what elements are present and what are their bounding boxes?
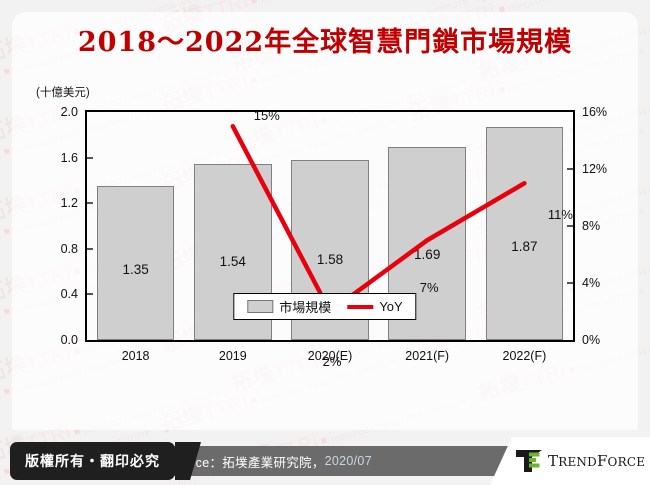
y-axis-right-tick: 4% bbox=[582, 276, 601, 290]
logo-rend: REND bbox=[558, 455, 597, 469]
y-axis-right-tick: 0% bbox=[582, 333, 601, 347]
y-axis-right-tickmark bbox=[567, 282, 573, 284]
legend-label-line: YoY bbox=[379, 299, 403, 314]
bar-2018[interactable]: 1.35 bbox=[96, 186, 175, 340]
bar-value-label: 1.87 bbox=[511, 238, 538, 254]
trendforce-logo: TRENDFORCE bbox=[490, 437, 650, 485]
y-axis-left-tickmark bbox=[87, 202, 93, 205]
logo-t: T bbox=[548, 452, 559, 470]
logo-f: F bbox=[596, 452, 608, 470]
chart-legend: 市場規模 YoY bbox=[233, 293, 417, 320]
x-axis-tick-2019: 2019 bbox=[218, 349, 247, 363]
footer-source: Source：拓墣產業研究院， 2020/07 bbox=[0, 446, 650, 476]
yoy-label-2021(F): 7% bbox=[419, 280, 439, 296]
y-axis-left-tickmark bbox=[87, 247, 93, 250]
y-axis-unit-label: (十億美元) bbox=[36, 87, 90, 99]
y-axis-left-tick: 1.6 bbox=[60, 150, 78, 165]
bar-value-label: 1.58 bbox=[316, 251, 344, 267]
footer-source-date: 2020/07 bbox=[324, 454, 372, 468]
x-axis-tick-2021(F): 2021(F) bbox=[405, 349, 450, 363]
yoy-label-2022(F): 11% bbox=[547, 207, 573, 223]
trendforce-mark-icon bbox=[516, 450, 542, 472]
y-axis-left-tick: 0.4 bbox=[60, 287, 78, 302]
x-axis-tick-2018: 2018 bbox=[121, 349, 150, 363]
legend-item-bar[interactable]: 市場規模 bbox=[247, 297, 331, 316]
legend-item-line[interactable]: YoY bbox=[347, 299, 403, 314]
bar-2022(F)[interactable]: 1.87 bbox=[485, 126, 564, 340]
y-axis-left-tick: 1.2 bbox=[60, 196, 78, 211]
y-axis-right-tickmark bbox=[567, 168, 573, 170]
yoy-line bbox=[230, 124, 527, 314]
x-axis-tick-2022(F): 2022(F) bbox=[502, 349, 547, 363]
y-axis-right-tick: 8% bbox=[582, 219, 601, 233]
yoy-label-2019: 15% bbox=[253, 108, 280, 124]
bar-value-label: 1.54 bbox=[219, 253, 246, 269]
legend-swatch-bar-icon bbox=[247, 300, 274, 313]
y-axis-left-tick: 0.0 bbox=[60, 333, 78, 347]
footer: Source：拓墣產業研究院， 2020/07 版權所有・翻印必究 TRENDFO… bbox=[0, 437, 650, 485]
bar-2021(F)[interactable]: 1.69 bbox=[388, 147, 467, 340]
chart-container: (十億美元) 0.0 0.4 0.8 1.2 1.6 2.0 0% 4% 8% 12% 16% 1.3… bbox=[0, 84, 650, 414]
y-axis-left-tickmark bbox=[87, 156, 93, 159]
footer-source-text: Source：拓墣產業研究院， bbox=[168, 455, 325, 470]
legend-swatch-line-icon bbox=[347, 304, 374, 309]
page-title: 2018～2022年全球智慧門鎖市場規模 bbox=[77, 27, 573, 58]
x-axis-tick-2020(E): 2020(E) bbox=[307, 349, 353, 363]
y-axis-right-tick: 12% bbox=[582, 162, 608, 176]
logo-orce: ORCE bbox=[607, 455, 646, 469]
trendforce-wordmark: TRENDFORCE bbox=[548, 452, 645, 470]
bar-value-label: 1.35 bbox=[122, 262, 149, 278]
y-axis-right-tick: 16% bbox=[582, 105, 608, 119]
y-axis-left-tick: 0.8 bbox=[60, 241, 78, 256]
copyright-text: 版權所有・翻印必究 bbox=[25, 453, 160, 469]
y-axis-left-tickmark bbox=[87, 293, 93, 296]
yoy-label-2020(E): 2% bbox=[322, 353, 342, 369]
legend-label-bar: 市場規模 bbox=[279, 300, 332, 315]
y-axis-left-tick: 2.0 bbox=[60, 105, 78, 119]
copyright-banner: 版權所有・翻印必究 bbox=[10, 442, 175, 480]
y-axis-right-tickmark bbox=[567, 225, 573, 227]
bar-value-label: 1.69 bbox=[414, 246, 441, 262]
